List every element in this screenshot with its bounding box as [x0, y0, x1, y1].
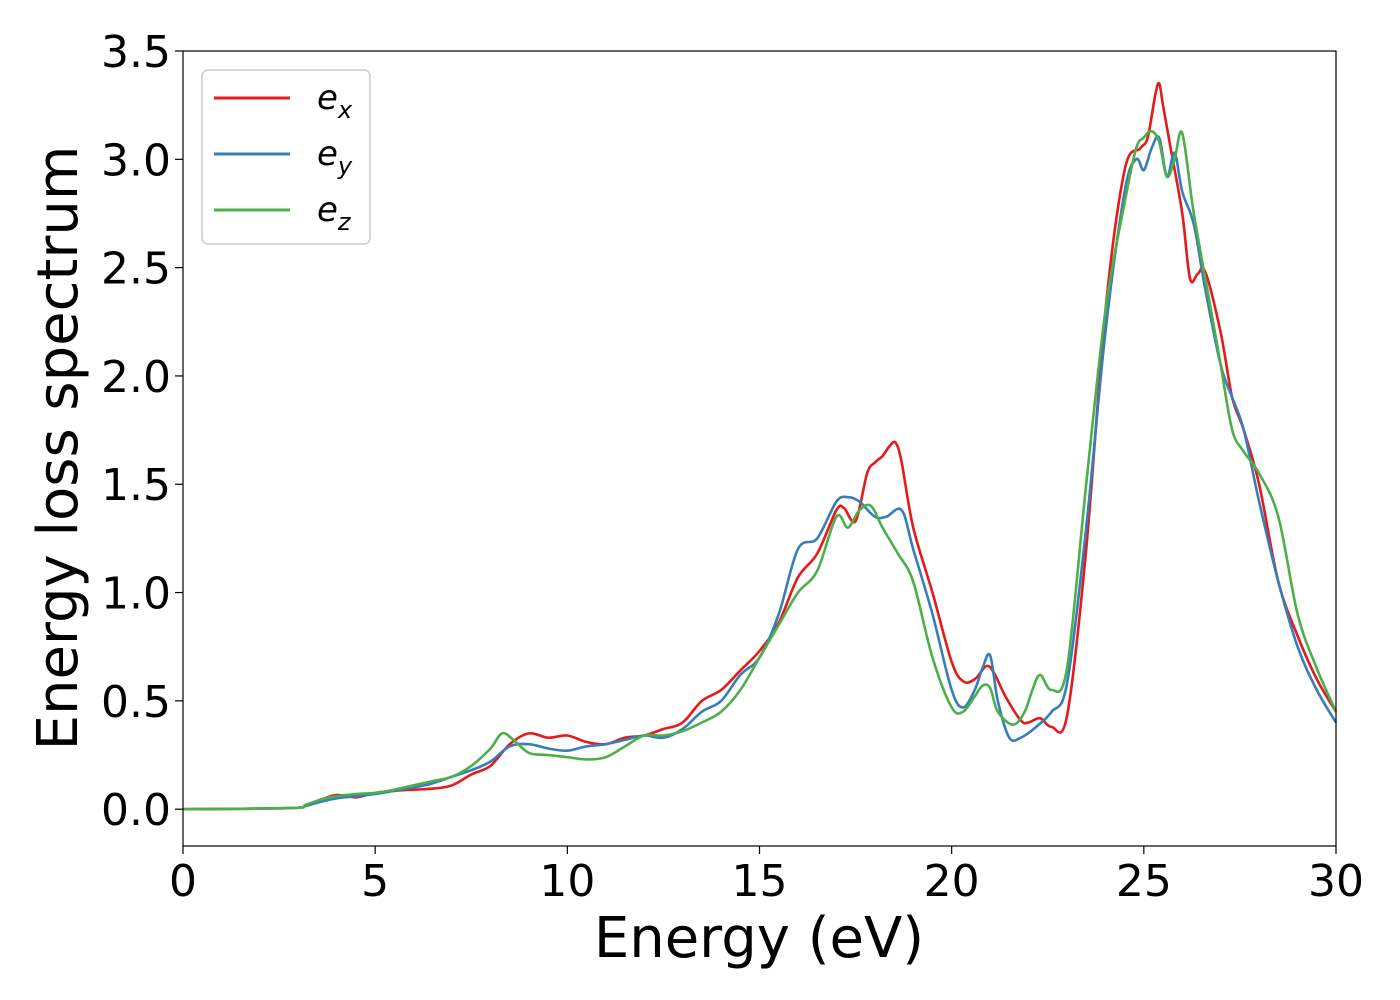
legend-label-main: e [317, 190, 338, 230]
legend-label-e_x: ex [317, 78, 353, 124]
y-tick-label: 1.5 [101, 460, 171, 511]
legend-label-sub: y [337, 152, 353, 180]
x-tick-label: 25 [1116, 856, 1172, 907]
x-tick-label: 15 [732, 856, 788, 907]
x-tick-label: 20 [924, 856, 980, 907]
y-tick-label: 0.0 [101, 785, 171, 836]
legend-label-sub: z [337, 208, 352, 236]
y-tick-label: 3.5 [101, 27, 171, 78]
x-axis-ticks: 0 5 10 15 20 25 30 [169, 846, 1364, 907]
plot-area [183, 51, 1336, 846]
x-tick-label: 5 [361, 856, 389, 907]
legend-label-main: e [317, 78, 338, 118]
y-tick-label: 0.5 [101, 677, 171, 728]
x-tick-label: 10 [539, 856, 595, 907]
legend-label-e_y: ey [317, 134, 353, 180]
legend-label-main: e [317, 134, 338, 174]
y-tick-label: 2.5 [101, 244, 171, 295]
series-line-e_y [182, 135, 1338, 811]
series-layer [182, 81, 1338, 811]
x-tick-label: 0 [169, 856, 197, 907]
legend-label-e_z: ez [317, 190, 352, 236]
y-tick-label: 2.0 [101, 352, 171, 403]
series-line-e_z [182, 129, 1338, 811]
x-axis-label: Energy (eV) [594, 906, 924, 971]
legend-label-sub: x [337, 96, 353, 124]
y-tick-label: 3.0 [101, 135, 171, 186]
y-axis-label: Energy loss spectrum [26, 146, 91, 751]
series-line-e_x [182, 81, 1338, 811]
y-axis-ticks: 0.0 0.5 1.0 1.5 2.0 2.5 3.0 3.5 [101, 27, 183, 836]
legend-box [201, 69, 371, 245]
x-tick-label: 30 [1308, 856, 1364, 907]
y-tick-label: 1.0 [101, 569, 171, 620]
